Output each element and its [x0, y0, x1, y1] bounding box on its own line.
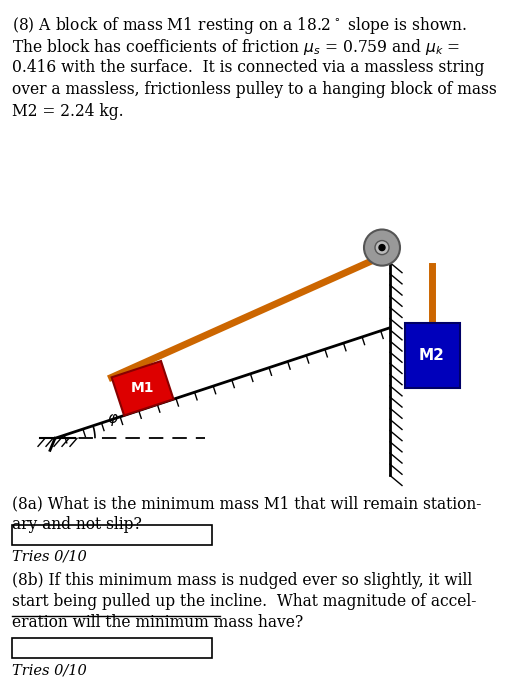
Bar — [12, 525, 212, 545]
Text: Tries 0/10: Tries 0/10 — [12, 663, 87, 677]
Text: 0.416 with the surface.  It is connected via a massless string: 0.416 with the surface. It is connected … — [12, 60, 484, 76]
Text: (8a) What is the minimum mass M1 that will remain station-: (8a) What is the minimum mass M1 that wi… — [12, 495, 482, 512]
Polygon shape — [387, 234, 395, 258]
Text: ary and not slip?: ary and not slip? — [12, 516, 142, 533]
Text: M1: M1 — [131, 382, 154, 395]
Text: The block has coefficients of friction $\mu_s$ = 0.759 and $\mu_k$ =: The block has coefficients of friction $… — [12, 37, 460, 57]
Text: start being pulled up the incline.  What magnitude of accel-: start being pulled up the incline. What … — [12, 593, 476, 610]
Text: M2 = 2.24 kg.: M2 = 2.24 kg. — [12, 104, 124, 120]
Polygon shape — [112, 361, 174, 416]
Bar — [12, 638, 212, 658]
Text: (8b) If this minimum mass is nudged ever so slightly, it will: (8b) If this minimum mass is nudged ever… — [12, 572, 472, 589]
Circle shape — [364, 230, 400, 265]
Text: Tries 0/10: Tries 0/10 — [12, 550, 87, 564]
Text: (8) A block of mass M1 resting on a 18.2$^\circ$ slope is shown.: (8) A block of mass M1 resting on a 18.2… — [12, 15, 467, 36]
Circle shape — [375, 241, 389, 255]
Text: over a massless, frictionless pulley to a hanging block of mass: over a massless, frictionless pulley to … — [12, 81, 497, 99]
Bar — [405, 323, 460, 388]
Circle shape — [379, 244, 385, 251]
Text: $\varphi$: $\varphi$ — [107, 412, 119, 428]
Text: eration will the minimum mass have?: eration will the minimum mass have? — [12, 614, 303, 631]
Text: M2: M2 — [419, 348, 445, 363]
